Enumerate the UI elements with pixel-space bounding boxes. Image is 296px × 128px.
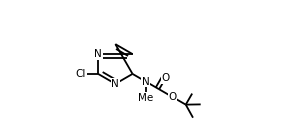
Text: Cl: Cl	[76, 69, 86, 79]
Text: Me: Me	[138, 93, 153, 103]
Text: N: N	[112, 79, 119, 89]
Text: N: N	[142, 77, 150, 87]
Text: O: O	[161, 73, 170, 83]
Text: N: N	[94, 49, 102, 59]
Text: O: O	[168, 92, 177, 102]
